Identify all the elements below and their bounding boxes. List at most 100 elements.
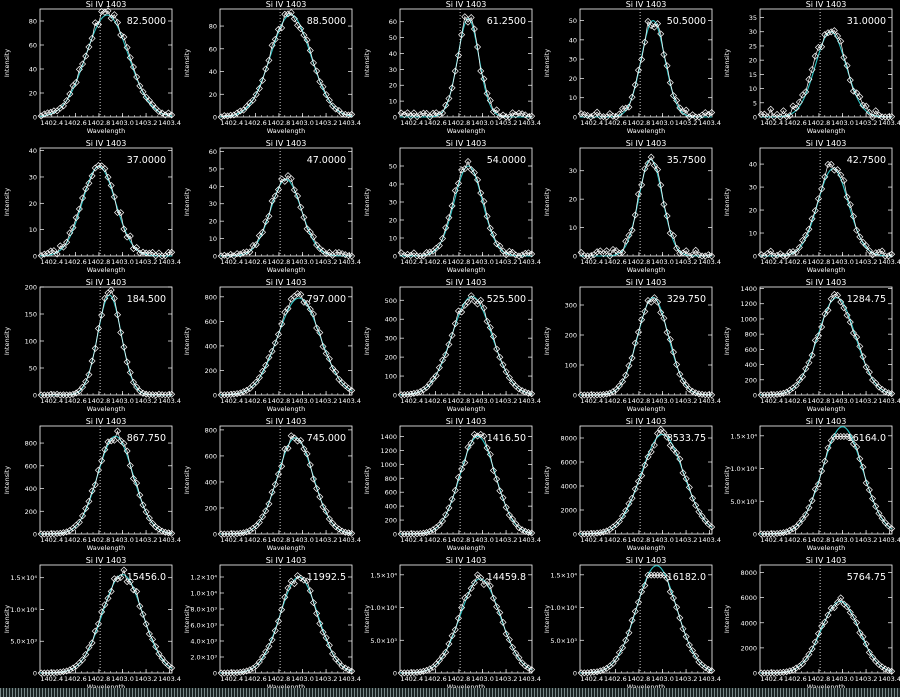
data-point bbox=[496, 353, 504, 361]
data-point bbox=[448, 632, 456, 640]
data-point bbox=[40, 391, 48, 399]
x-tick-label: 1403.2 bbox=[495, 119, 518, 127]
data-point bbox=[88, 487, 96, 495]
data-point bbox=[638, 588, 646, 596]
x-tick-label: 1403.0 bbox=[471, 258, 494, 266]
data-point bbox=[268, 41, 276, 49]
x-tick-label: 1403.2 bbox=[495, 397, 518, 405]
data-point bbox=[584, 669, 592, 677]
data-point bbox=[615, 517, 623, 525]
y-tick-label: 40 bbox=[209, 183, 217, 191]
data-point bbox=[799, 373, 807, 381]
data-line bbox=[761, 163, 892, 257]
x-tick-label: 1402.8 bbox=[808, 258, 831, 266]
data-point bbox=[692, 113, 700, 121]
data-point bbox=[168, 529, 176, 537]
data-point bbox=[840, 432, 848, 440]
data-point bbox=[811, 336, 819, 344]
y-tick-label: 35 bbox=[749, 14, 757, 22]
data-point bbox=[676, 455, 684, 463]
data-point bbox=[663, 433, 671, 441]
data-point bbox=[767, 669, 775, 677]
data-point bbox=[859, 633, 867, 641]
spectrum-panel-18: Si IV 1403 0 200 400 600 800 1000 1200 1400 1402.… bbox=[363, 417, 541, 552]
data-point bbox=[496, 487, 504, 495]
data-point bbox=[770, 391, 778, 399]
data-point bbox=[423, 109, 431, 117]
data-point bbox=[332, 523, 340, 531]
data-point bbox=[168, 248, 176, 256]
data-point bbox=[82, 52, 90, 60]
x-tick-label: 1402.8 bbox=[88, 536, 111, 544]
data-point bbox=[107, 286, 115, 294]
data-point bbox=[824, 160, 832, 168]
x-tick-label: 1403.2 bbox=[675, 258, 698, 266]
data-point bbox=[259, 367, 267, 375]
data-point bbox=[657, 181, 665, 189]
data-point bbox=[56, 529, 64, 537]
data-point bbox=[509, 643, 517, 651]
data-point bbox=[650, 161, 658, 169]
y-axis-label: Intensity bbox=[543, 605, 551, 633]
x-tick-label: 1402.6 bbox=[64, 675, 87, 683]
data-point bbox=[827, 28, 835, 36]
data-point bbox=[50, 669, 58, 677]
spectrum-panel-15: Si IV 1403 0 200 400 600 800 1000 1200 1400 1402.… bbox=[723, 278, 900, 413]
plot-frame bbox=[399, 564, 533, 674]
x-tick-label: 1403.0 bbox=[291, 119, 314, 127]
data-point bbox=[129, 586, 137, 594]
data-point bbox=[596, 529, 604, 537]
data-point bbox=[114, 427, 122, 435]
data-point bbox=[859, 238, 867, 246]
data-point bbox=[239, 106, 247, 114]
data-point bbox=[502, 503, 510, 511]
x-tick-label: 1403.2 bbox=[675, 119, 698, 127]
data-point bbox=[329, 519, 337, 527]
y-tick-label: 5.0×10³ bbox=[10, 638, 37, 646]
data-point bbox=[515, 524, 523, 532]
data-point bbox=[47, 530, 55, 538]
y-tick-label: 500 bbox=[385, 297, 397, 305]
y-tick-label: 30 bbox=[29, 173, 37, 181]
data-point bbox=[767, 391, 775, 399]
data-point bbox=[666, 229, 674, 237]
data-point bbox=[126, 232, 134, 240]
data-point bbox=[493, 106, 501, 114]
x-tick-label: 1403.0 bbox=[111, 675, 134, 683]
data-point bbox=[63, 667, 71, 675]
data-point bbox=[808, 66, 816, 74]
data-point bbox=[619, 512, 627, 520]
data-point bbox=[888, 524, 896, 532]
data-point bbox=[271, 480, 279, 488]
peak-annotation: 37.0000 bbox=[127, 155, 166, 166]
data-point bbox=[881, 252, 889, 260]
data-point bbox=[470, 169, 478, 177]
data-point bbox=[72, 78, 80, 86]
data-point bbox=[37, 391, 45, 399]
plot-frame bbox=[39, 425, 173, 535]
plot-frame bbox=[399, 8, 533, 118]
data-line bbox=[581, 574, 712, 674]
data-line bbox=[221, 293, 352, 396]
data-point bbox=[59, 391, 67, 399]
data-line bbox=[401, 574, 532, 674]
y-axis-label: Intensity bbox=[183, 188, 191, 216]
peak-annotation: 1416.50 bbox=[487, 433, 526, 444]
data-point bbox=[294, 572, 302, 580]
data-point bbox=[496, 113, 504, 121]
fit-curve bbox=[399, 578, 533, 674]
data-point bbox=[294, 21, 302, 29]
data-point bbox=[888, 113, 896, 121]
peak-annotation: 1284.75 bbox=[847, 294, 886, 305]
data-point bbox=[268, 347, 276, 355]
data-point bbox=[136, 82, 144, 90]
data-point bbox=[834, 166, 842, 174]
y-tick-label: 10 bbox=[389, 98, 397, 106]
x-tick-label: 1402.4 bbox=[400, 119, 423, 127]
data-point bbox=[615, 249, 623, 257]
x-tick-label: 1402.4 bbox=[220, 536, 243, 544]
x-tick-label: 1403.0 bbox=[111, 397, 134, 405]
data-point bbox=[451, 626, 459, 634]
plot-frame bbox=[219, 147, 353, 257]
